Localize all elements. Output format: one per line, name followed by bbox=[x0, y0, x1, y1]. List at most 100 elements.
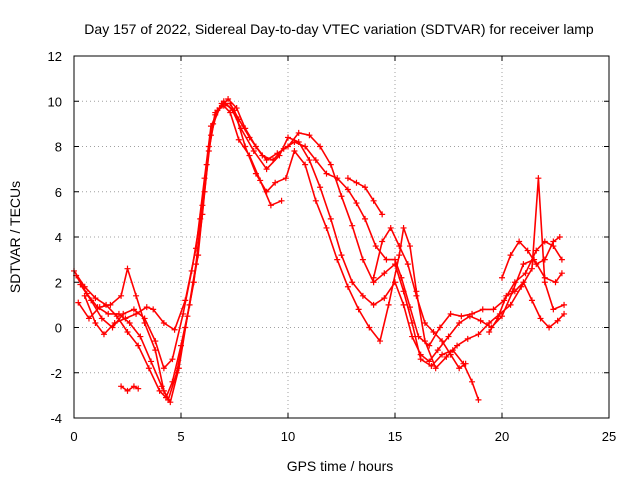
y-tick-label: 6 bbox=[55, 185, 62, 200]
series-10-markers bbox=[486, 279, 568, 336]
data-point-marker bbox=[169, 356, 176, 363]
data-point-marker bbox=[192, 261, 199, 268]
data-point-marker bbox=[124, 329, 131, 336]
data-point-marker bbox=[81, 292, 88, 299]
data-point-marker bbox=[443, 353, 450, 360]
data-point-marker bbox=[400, 224, 407, 231]
data-point-marker bbox=[355, 306, 362, 313]
data-point-marker bbox=[550, 238, 557, 245]
series-2-markers bbox=[73, 98, 565, 403]
data-point-marker bbox=[370, 197, 377, 204]
data-point-marker bbox=[263, 188, 270, 195]
data-point-marker bbox=[528, 265, 535, 272]
data-point-marker bbox=[344, 175, 351, 182]
data-point-marker bbox=[432, 365, 439, 372]
data-point-marker bbox=[143, 304, 150, 311]
data-point-marker bbox=[118, 292, 125, 299]
data-point-marker bbox=[554, 317, 561, 324]
data-point-marker bbox=[490, 306, 497, 313]
data-point-marker bbox=[522, 270, 529, 277]
data-point-marker bbox=[381, 295, 388, 302]
data-point-marker bbox=[263, 166, 270, 173]
data-point-marker bbox=[503, 292, 510, 299]
data-point-marker bbox=[528, 297, 535, 304]
data-point-marker bbox=[370, 301, 377, 308]
data-point-marker bbox=[409, 319, 416, 326]
x-tick-labels: 0 5 10 15 20 25 bbox=[70, 429, 616, 444]
data-point-marker bbox=[285, 143, 291, 150]
data-point-marker bbox=[379, 211, 386, 218]
data-point-marker bbox=[383, 256, 390, 263]
x-axis-label: GPS time / hours bbox=[287, 458, 394, 474]
data-point-marker bbox=[520, 279, 527, 286]
data-point-marker bbox=[242, 125, 249, 132]
data-point-marker bbox=[353, 179, 360, 186]
data-point-marker bbox=[100, 331, 107, 338]
data-point-marker bbox=[439, 351, 446, 358]
data-point-marker bbox=[511, 279, 518, 286]
x-tick-label: 20 bbox=[495, 429, 509, 444]
x-tick-label: 10 bbox=[281, 429, 295, 444]
data-point-marker bbox=[372, 243, 379, 250]
data-point-marker bbox=[327, 161, 334, 168]
data-point-marker bbox=[558, 270, 565, 277]
data-point-marker bbox=[160, 365, 167, 372]
data-point-marker bbox=[477, 317, 484, 324]
data-point-marker bbox=[507, 252, 514, 259]
data-point-marker bbox=[349, 279, 356, 286]
data-point-marker bbox=[516, 238, 523, 245]
data-point-marker bbox=[400, 288, 407, 295]
data-point-marker bbox=[462, 360, 469, 367]
data-point-marker bbox=[98, 315, 105, 322]
data-point-marker bbox=[148, 358, 155, 365]
data-point-marker bbox=[133, 310, 140, 317]
data-point-marker bbox=[312, 197, 319, 204]
y-tick-label: 0 bbox=[55, 321, 62, 336]
y-tick-label: 12 bbox=[48, 49, 62, 64]
data-point-marker bbox=[302, 143, 309, 150]
series-7-markers bbox=[344, 175, 386, 218]
data-point-marker bbox=[105, 310, 112, 317]
series-4-markers bbox=[81, 95, 482, 403]
y-tick-label: 4 bbox=[55, 230, 62, 245]
y-tick-label: -2 bbox=[50, 366, 62, 381]
data-point-marker bbox=[85, 315, 92, 322]
data-point-marker bbox=[278, 197, 285, 204]
data-point-marker bbox=[317, 184, 324, 191]
data-point-marker bbox=[362, 184, 369, 191]
data-point-marker bbox=[558, 256, 565, 263]
data-point-marker bbox=[447, 310, 454, 317]
data-point-marker bbox=[379, 238, 386, 245]
data-point-marker bbox=[160, 319, 167, 326]
data-point-marker bbox=[171, 326, 178, 333]
data-point-marker bbox=[387, 224, 394, 231]
data-point-marker bbox=[445, 333, 452, 340]
data-point-marker bbox=[537, 315, 544, 322]
data-point-marker bbox=[88, 297, 95, 304]
data-point-marker bbox=[406, 243, 413, 250]
y-axis-label: SDTVAR / TECUs bbox=[7, 181, 23, 293]
data-point-marker bbox=[235, 136, 242, 143]
data-point-marker bbox=[520, 261, 527, 268]
data-point-marker bbox=[250, 148, 257, 155]
data-point-marker bbox=[561, 301, 568, 308]
data-point-marker bbox=[133, 292, 140, 299]
x-tick-label: 15 bbox=[388, 429, 402, 444]
data-point-marker bbox=[220, 100, 227, 107]
data-point-marker bbox=[469, 310, 476, 317]
data-point-marker bbox=[291, 148, 298, 155]
series-9-markers bbox=[499, 234, 563, 281]
data-point-marker bbox=[270, 157, 277, 164]
data-point-marker bbox=[306, 157, 313, 164]
data-point-marker bbox=[107, 301, 114, 308]
y-tick-label: 10 bbox=[48, 94, 62, 109]
data-point-marker bbox=[124, 265, 131, 272]
data-point-marker bbox=[413, 292, 420, 299]
data-point-marker bbox=[77, 281, 84, 288]
data-point-marker bbox=[421, 319, 428, 326]
data-point-marker bbox=[400, 301, 407, 308]
data-point-marker bbox=[396, 243, 403, 250]
data-point-marker bbox=[145, 365, 152, 372]
chart-title: Day 157 of 2022, Sidereal Day-to-day VTE… bbox=[84, 21, 594, 37]
data-point-marker bbox=[130, 306, 137, 313]
